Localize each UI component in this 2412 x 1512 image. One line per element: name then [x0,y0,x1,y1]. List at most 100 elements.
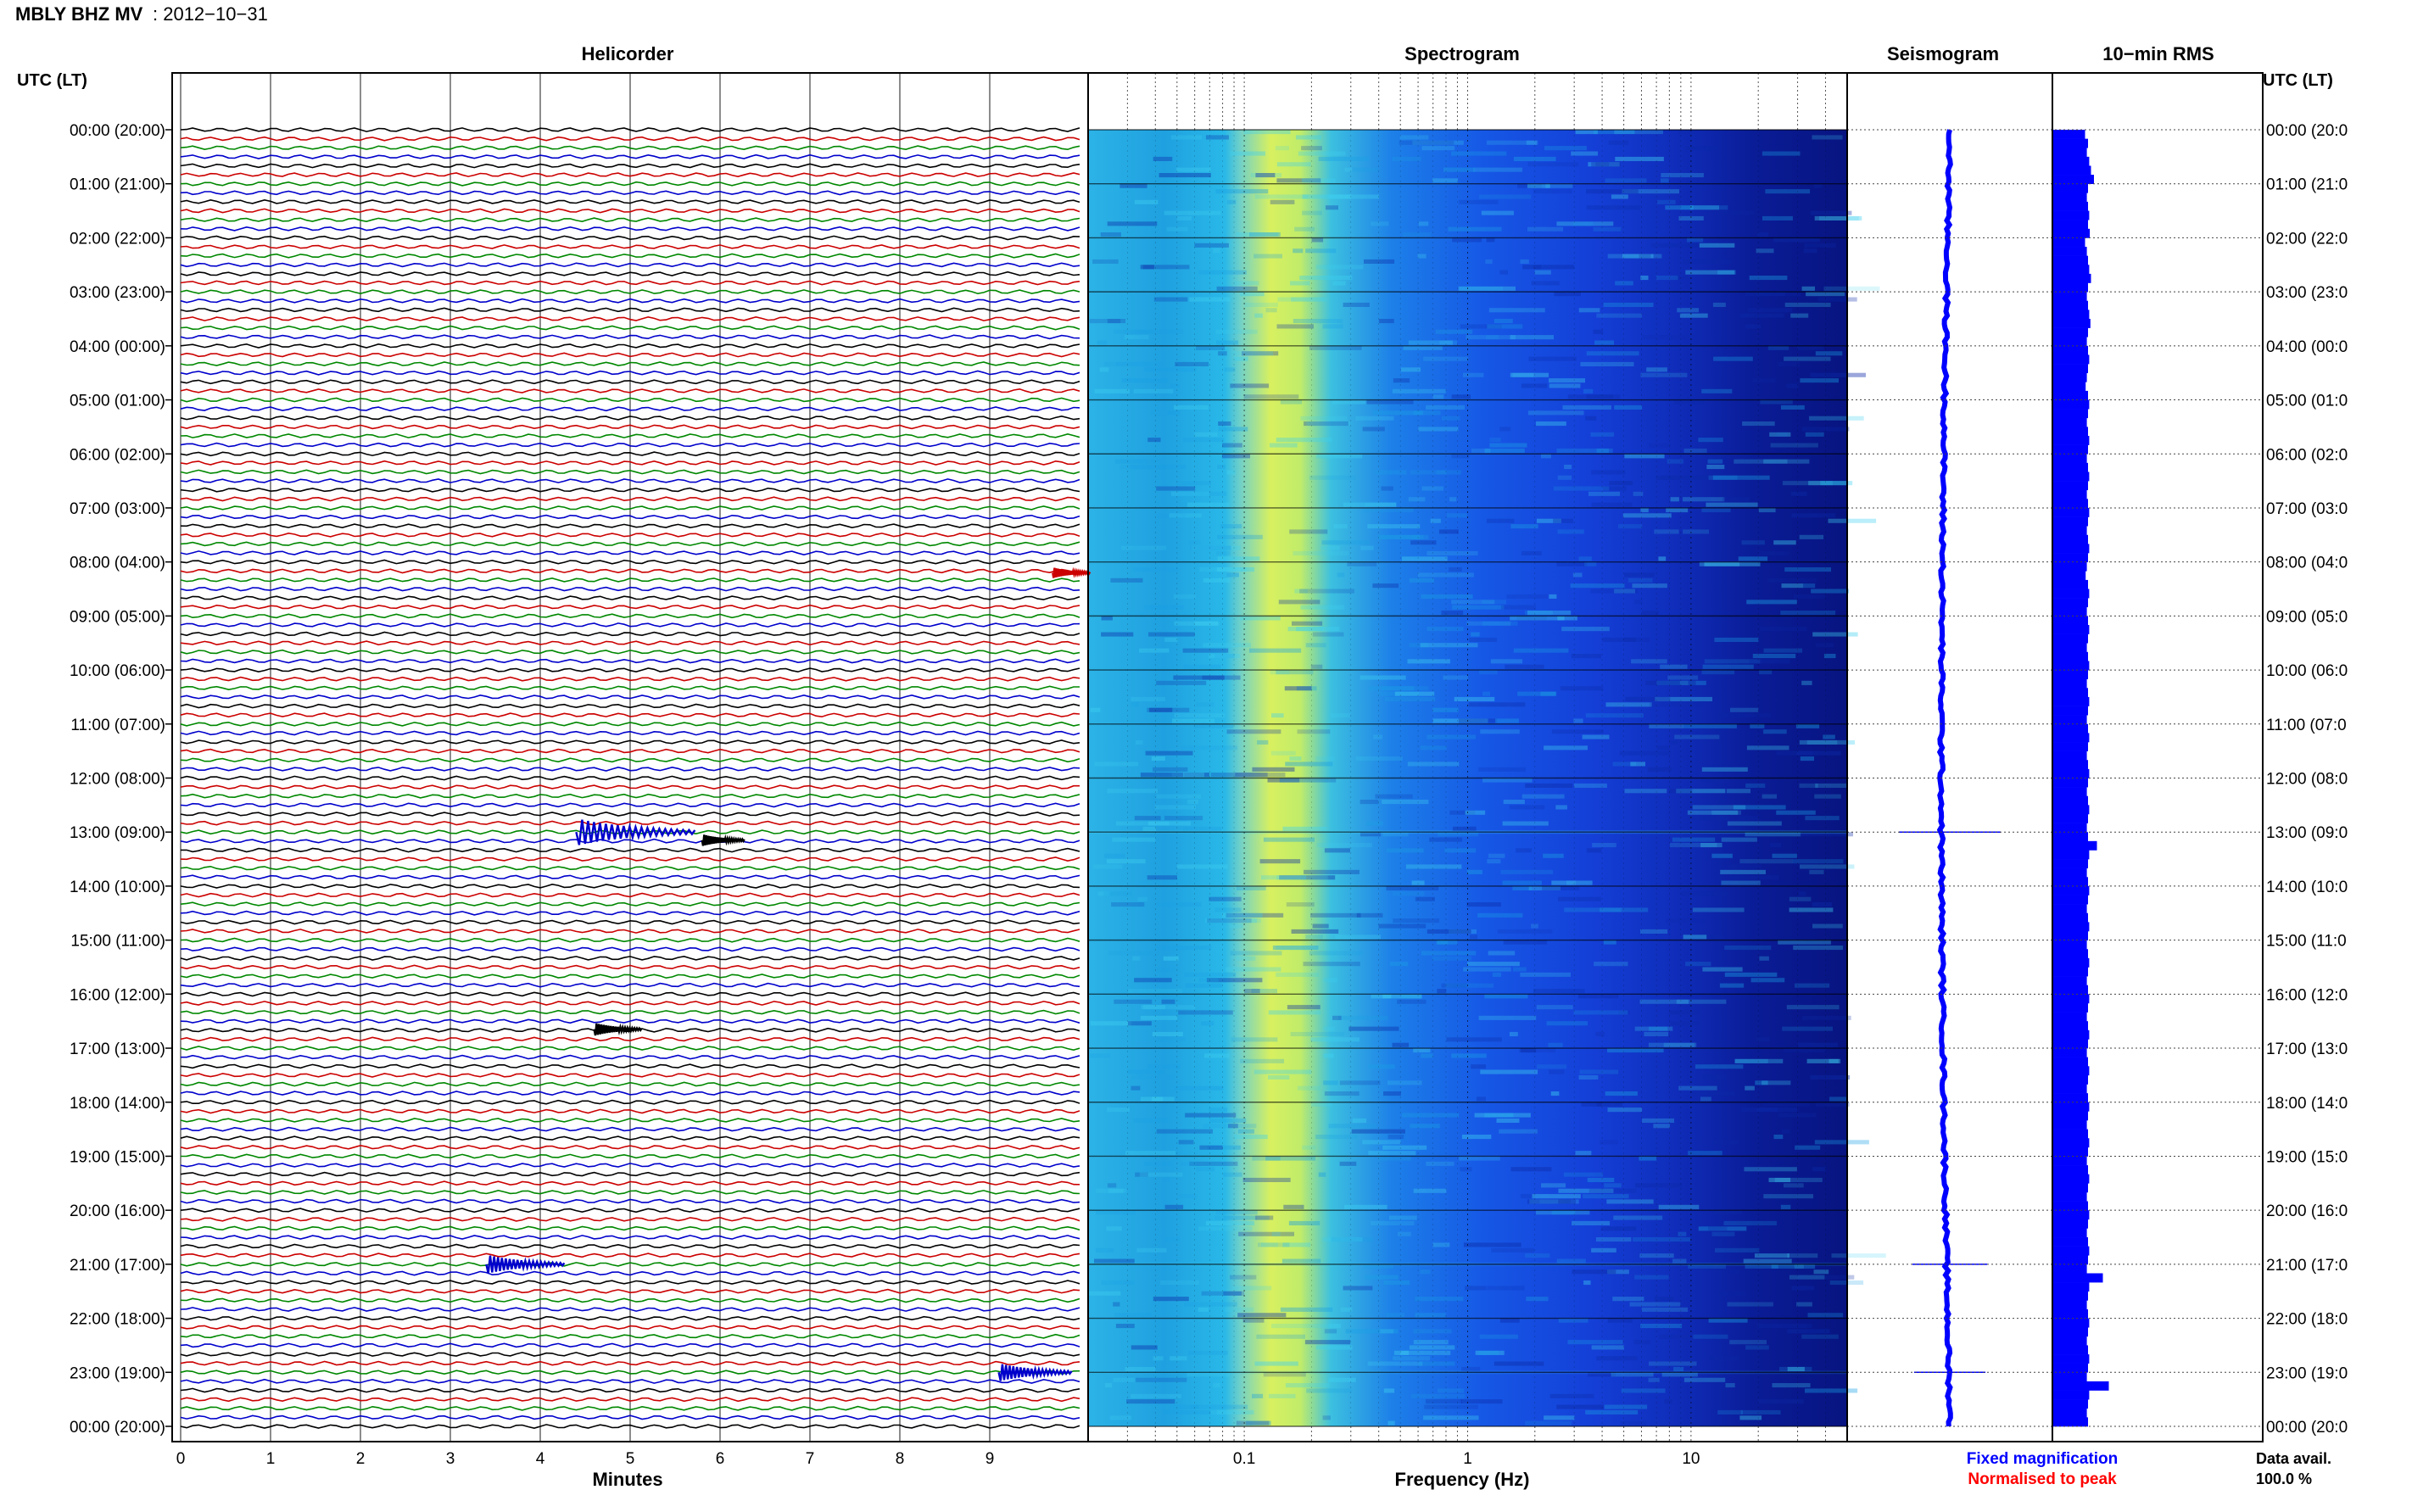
rms-bar [2052,345,2088,355]
right-axis-title: UTC (LT) [2263,71,2333,90]
helicorder-trace [180,127,1080,132]
rms-bar [2052,192,2087,203]
helicorder-trace [180,910,1080,916]
helicorder-trace [180,604,1080,610]
helicorder-trace [180,577,1080,583]
rms-bar [2052,895,2088,905]
rms-bar [2052,265,2090,275]
rms-bar [2052,1119,2087,1130]
spectrogram-texture [1088,130,1886,1426]
helicorder-trace [180,1333,1080,1339]
helicorder-trace [180,496,1080,502]
helicorder-trace [180,802,1080,808]
availability-value: 100.0 % [2256,1470,2312,1487]
helicorder-trace [180,1180,1080,1186]
helicorder-trace [180,307,1080,313]
rms-bar [2052,354,2090,365]
helicorder-trace [180,280,1080,286]
helicorder-trace [180,1325,1080,1331]
right-time-label: 10:00 (06:0 [2266,662,2348,680]
helicorder-trace [180,1405,1080,1411]
rms-bar [2052,156,2090,166]
hour-grid [1088,129,2263,1427]
rms-bar [2052,1246,2090,1256]
rms-bar [2052,1219,2088,1229]
rms-bar [2052,967,2088,977]
helicorder-trace [180,315,1080,321]
rms-bar [2052,985,2088,995]
helicorder-trace [180,298,1080,304]
helicorder-trace [180,469,1080,475]
rms-bar [2052,1300,2087,1310]
rms-bar [2052,553,2088,562]
helicorder-trace [180,1270,1080,1276]
rms-bar [2052,364,2088,373]
helicorder-trace [180,757,1080,763]
rms-bar [2052,949,2088,959]
rms-bar [2052,175,2094,185]
left-time-label: 06:00 (02:00) [70,446,165,464]
rms-bar [2052,544,2090,554]
rms-bar [2052,247,2087,256]
left-time-label: 16:00 (12:00) [70,986,165,1004]
rms-bar [2052,427,2088,437]
helicorder-trace [180,838,1080,844]
rms-bar [2052,912,2088,923]
minute-tick-labels: 0 1 2 3 4 5 6 7 8 9 [176,1450,995,1468]
helicorder-trace [180,1315,1080,1321]
rms-bar [2052,651,2088,661]
right-time-label: 03:00 (23:0 [2266,284,2348,302]
rms-bar [2052,1318,2090,1328]
minute-tick-label: 2 [356,1450,366,1468]
rms-bar [2052,1156,2087,1166]
rms-bar [2052,220,2088,230]
helicorder-trace [180,1153,1080,1159]
helicorder-trace [180,451,1080,457]
rms-bar [2052,292,2087,302]
helicorder-xlabel: Minutes [592,1469,662,1490]
helicorder-trace [180,928,1080,934]
left-time-label: 22:00 (18:00) [70,1311,165,1329]
rms-bar [2052,1021,2088,1031]
helicorder-trace [180,1342,1080,1348]
helicorder-trace [180,991,1080,997]
helicorder-trace [180,658,1080,664]
rms-bar [2052,1111,2088,1121]
helicorder-trace [180,235,1080,241]
left-time-label: 02:00 (22:00) [70,230,165,248]
rms-bar [2052,282,2088,293]
helicorder-trace [180,181,1080,187]
rms-bar [2052,715,2087,725]
helicorder-trace [180,1297,1080,1303]
helicorder-trace [180,676,1080,682]
panel-frames [171,72,2264,1442]
left-time-label: 00:00 (20:00) [70,1419,165,1437]
rms-bar [2052,183,2088,193]
helicorder-trace [180,1288,1080,1294]
left-time-label: 14:00 (10:00) [70,879,165,896]
rms-bar [2052,1201,2088,1211]
right-time-label: 14:00 (10:0 [2266,879,2348,896]
rms-bar [2052,624,2090,634]
rms-bar [2052,1191,2087,1202]
rms-bar [2052,840,2097,851]
rms-bar [2052,489,2087,499]
helicorder-trace [180,1099,1080,1105]
helicorder-trace [180,685,1080,691]
rms-bar [2052,1408,2087,1418]
helicorder-trace [180,397,1080,403]
helicorder-trace [180,613,1080,619]
left-time-label: 10:00 (06:00) [70,662,165,680]
left-time-label: 03:00 (23:00) [70,284,165,302]
helicorder-trace [180,1414,1080,1420]
helicorder-trace [180,361,1080,367]
right-time-label: 08:00 (04:0 [2266,555,2348,572]
helicorder-trace [180,1387,1080,1393]
helicorder-trace [180,1253,1080,1258]
helicorder-trace [180,1397,1080,1403]
helicorder-trace [180,667,1080,673]
rms-bar [2052,787,2087,797]
right-time-labels: 00:00 (20:0 01:00 (21:0 02:00 (22:0 03:00 (… [2266,122,2348,1437]
rms-bar [2052,300,2088,310]
